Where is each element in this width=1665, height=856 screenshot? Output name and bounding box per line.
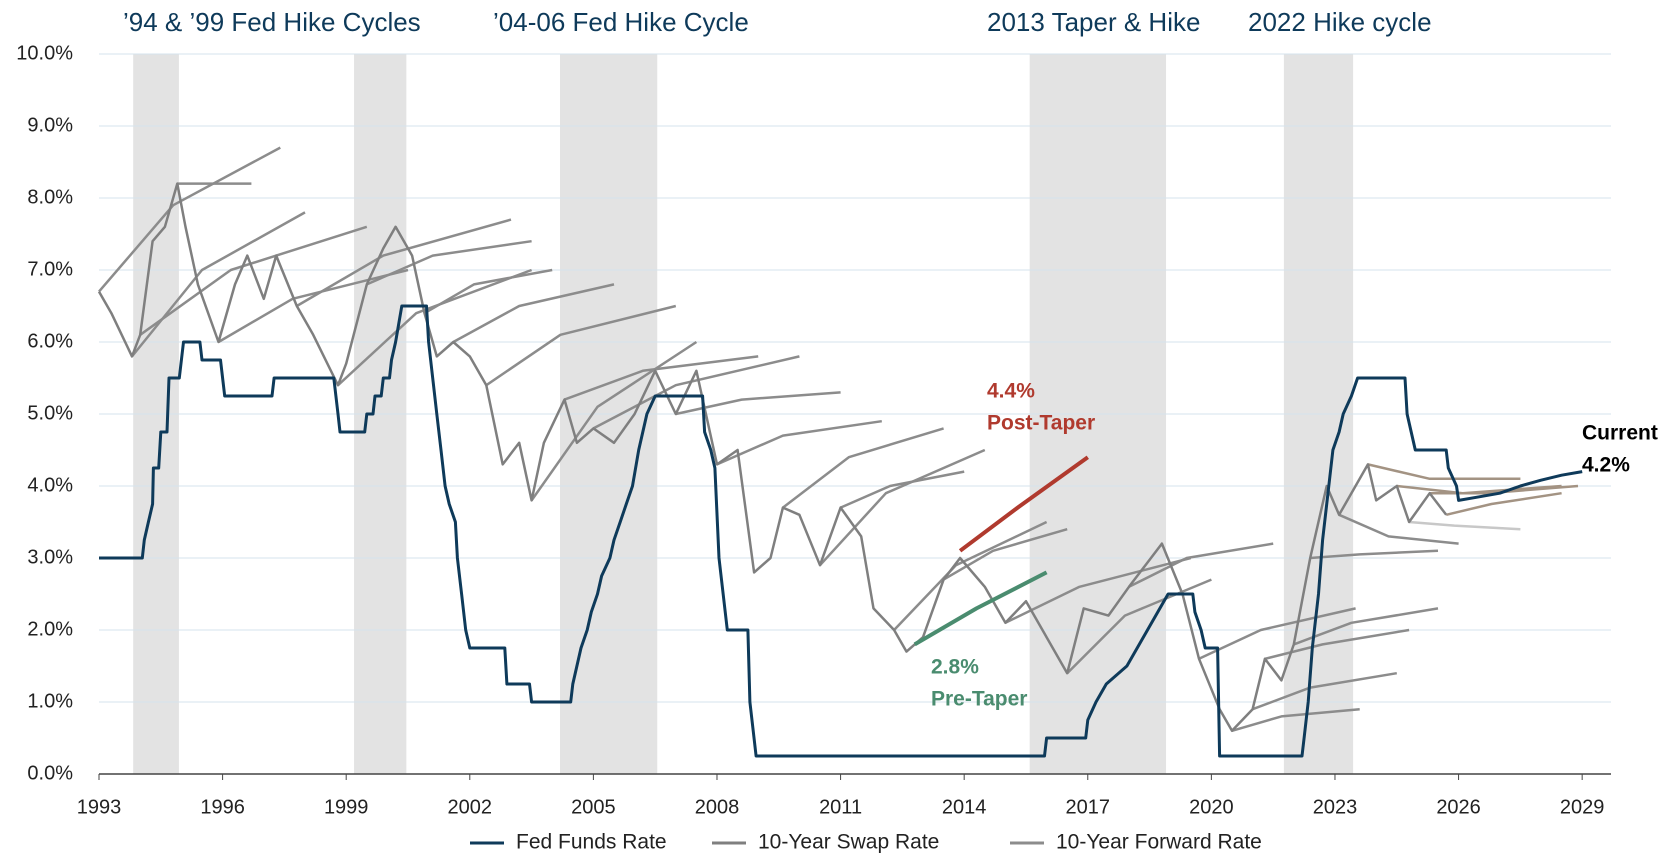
x-tick-label: 2023	[1313, 796, 1358, 818]
x-tick-label: 2014	[942, 796, 987, 818]
x-tick-label: 2008	[695, 796, 740, 818]
forward-curve	[337, 268, 533, 387]
x-tick-label: 2017	[1066, 796, 1111, 818]
x-tick-label: 2005	[571, 796, 616, 818]
forward-curve	[840, 470, 965, 509]
x-tick-label: 2011	[819, 796, 862, 818]
x-tick-label: 2020	[1189, 796, 1234, 818]
y-tick-label: 5.0%	[27, 402, 73, 424]
forward-curve	[452, 283, 615, 344]
legend-label: Fed Funds Rate	[516, 831, 667, 854]
forward-curve	[131, 211, 306, 358]
forward-curve	[1198, 607, 1356, 660]
forward-curve	[530, 340, 698, 502]
forward-curve	[942, 527, 1068, 581]
period-label: ’04-06 Fed Hike Cycle	[493, 7, 749, 37]
x-tick-label: 1999	[324, 796, 369, 818]
forward-curve	[1367, 463, 1521, 481]
forward-curve	[1128, 542, 1274, 588]
annotation: Post-Taper	[987, 412, 1095, 435]
forward-curve	[1310, 549, 1439, 560]
forward-curve	[1409, 520, 1521, 531]
y-tick-label: 8.0%	[27, 186, 73, 208]
forward-curve	[366, 239, 532, 286]
period-label: ’94 & ’99 Fed Hike Cycles	[123, 7, 421, 37]
forward-curve	[782, 427, 944, 509]
highlight-curve	[913, 570, 1048, 647]
forward-curve	[139, 225, 368, 336]
period-label: 2013 Taper & Hike	[987, 7, 1200, 37]
y-tick-label: 3.0%	[27, 546, 73, 568]
x-tick-label: 2026	[1436, 796, 1481, 818]
forward-curve	[819, 448, 986, 567]
y-tick-label: 4.0%	[27, 474, 73, 496]
swap-line	[97, 182, 1448, 733]
annotation: 4.2%	[1582, 454, 1630, 477]
period-label: 2022 Hike cycle	[1248, 7, 1432, 37]
y-tick-label: 7.0%	[27, 258, 73, 280]
y-tick-label: 2.0%	[27, 618, 73, 640]
x-tick-label: 2002	[448, 796, 493, 818]
forward-curve	[592, 355, 800, 430]
forward-curve	[1445, 491, 1562, 517]
legend-label: 10-Year Forward Rate	[1056, 831, 1262, 854]
forward-curve	[423, 268, 553, 315]
annotation: 2.8%	[931, 656, 979, 679]
forward-curve	[1231, 707, 1360, 733]
y-tick-label: 0.0%	[27, 762, 73, 784]
y-tick-label: 6.0%	[27, 330, 73, 352]
y-tick-label: 1.0%	[27, 690, 73, 712]
forward-curve	[675, 391, 841, 416]
forward-curve	[716, 419, 882, 466]
forward-curve	[1264, 628, 1410, 661]
x-tick-label: 2029	[1560, 796, 1605, 818]
annotation: Pre-Taper	[931, 688, 1027, 711]
annotation: 4.4%	[987, 380, 1035, 403]
y-tick-label: 10.0%	[16, 42, 73, 64]
forward-curve	[1429, 484, 1579, 495]
forward-curve	[98, 146, 281, 293]
forward-curve	[564, 355, 759, 401]
highlight-curve	[958, 455, 1089, 553]
forward-curve	[296, 218, 512, 308]
x-tick-label: 1996	[200, 796, 245, 818]
legend-label: 10-Year Swap Rate	[758, 831, 939, 854]
y-tick-label: 9.0%	[27, 114, 73, 136]
x-tick-label: 1993	[77, 796, 122, 818]
forward-curve	[485, 304, 677, 387]
fed-funds-line	[99, 304, 1583, 758]
annotation: Current	[1582, 422, 1658, 445]
forward-curve	[1338, 513, 1459, 545]
